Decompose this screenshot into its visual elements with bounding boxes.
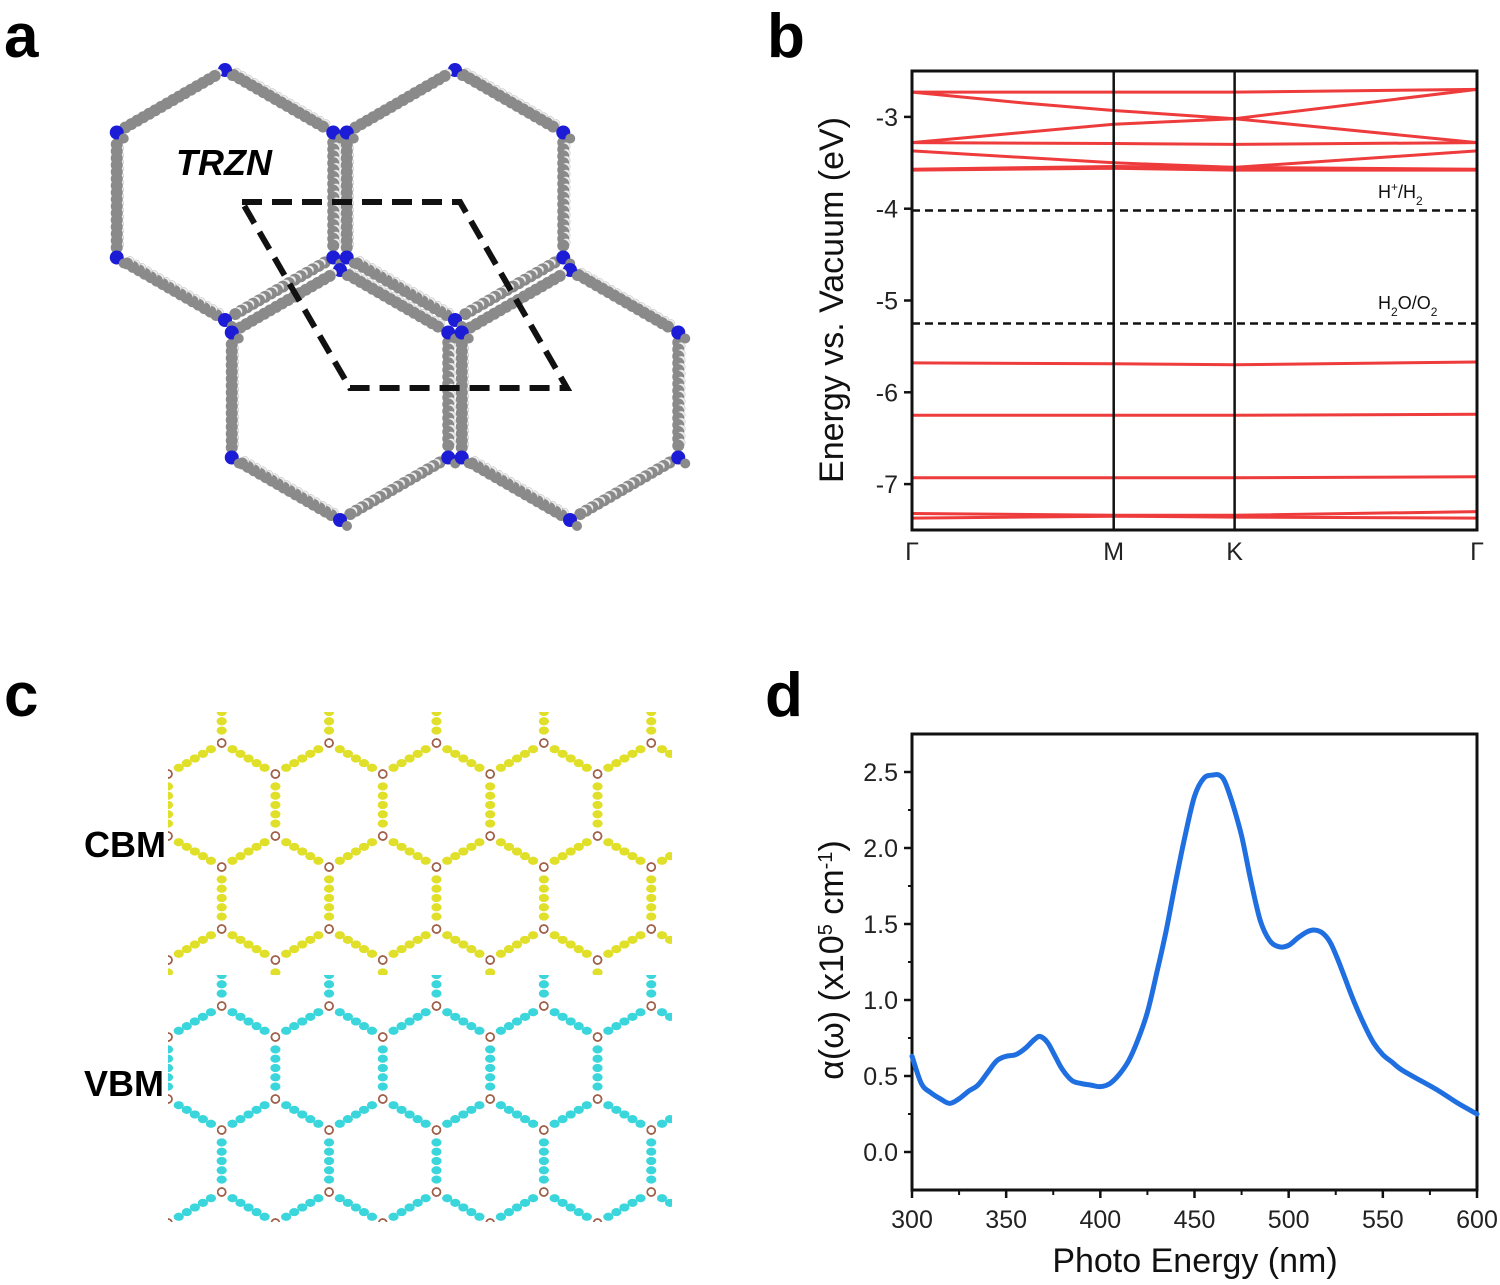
y-tick-label-0: 0.0 bbox=[863, 1139, 898, 1167]
band-band-8 bbox=[911, 360, 1478, 367]
kpoint-label-3: Γ bbox=[1470, 538, 1484, 566]
trzn-framework-illustration bbox=[109, 63, 691, 531]
y-tick-label-1: 0.5 bbox=[863, 1063, 898, 1091]
band-band-3 bbox=[911, 87, 1478, 145]
hexagon-ring-2 bbox=[224, 263, 461, 531]
band-band-4 bbox=[911, 141, 1478, 146]
cbm-isosurface bbox=[168, 712, 672, 975]
panel-label-a: a bbox=[4, 2, 39, 71]
x-tick-label-6: 600 bbox=[1456, 1206, 1498, 1234]
x-tick-label-0: 300 bbox=[891, 1206, 933, 1234]
x-tick-label-3: 450 bbox=[1174, 1206, 1216, 1234]
y-ticks: 0.0 0.5 1.0 1.5 2.0 2.5 bbox=[863, 759, 912, 1167]
panel-label-b: b bbox=[767, 2, 805, 71]
hexagon-ring-0 bbox=[109, 63, 346, 331]
band-band-9 bbox=[912, 412, 1478, 417]
y-tick-label-4: 2.0 bbox=[863, 835, 898, 863]
x-tick-label-1: 350 bbox=[985, 1206, 1027, 1234]
hexagon-ring-1 bbox=[339, 63, 576, 331]
x-tick-label-5: 550 bbox=[1362, 1206, 1404, 1234]
band-lines bbox=[911, 87, 1478, 520]
orbital-isosurface-illustration bbox=[168, 712, 672, 1222]
y-axis-title: α(ω) (x105 cm-1) bbox=[813, 840, 851, 1079]
reference-lines bbox=[912, 209, 1477, 325]
panel-label-c: c bbox=[4, 661, 39, 730]
vbm-isosurface bbox=[168, 975, 672, 1222]
panel-label-d: d bbox=[765, 661, 803, 730]
vbm-label: VBM bbox=[84, 1063, 164, 1104]
x-tick-label-2: 400 bbox=[1079, 1206, 1121, 1234]
kpoint-label-1: M bbox=[1103, 538, 1124, 566]
y-tick-label-3: -6 bbox=[876, 379, 898, 407]
band-band-7 bbox=[911, 166, 1477, 172]
x-axis-title: Photo Energy (nm) bbox=[1052, 1242, 1337, 1280]
band-band-5 bbox=[911, 149, 1478, 169]
y-ticks: -3 -4 -5 -6 -7 bbox=[876, 104, 912, 499]
y-tick-label-4: -7 bbox=[876, 471, 898, 499]
kpoint-label-2: K bbox=[1226, 538, 1243, 566]
y-tick-label-5: 2.5 bbox=[863, 759, 898, 787]
y-tick-label-2: 1.0 bbox=[863, 987, 898, 1015]
cbm-label: CBM bbox=[84, 824, 166, 865]
unit-cell-outline bbox=[236, 199, 573, 391]
y-tick-label-0: -3 bbox=[876, 104, 898, 132]
y-axis-title: Energy vs. Vacuum (eV) bbox=[813, 117, 851, 483]
band-band-10 bbox=[912, 475, 1478, 480]
trzn-label: TRZN bbox=[176, 142, 272, 183]
x-tick-label-4: 500 bbox=[1268, 1206, 1310, 1234]
x-ticks: 300 350 400 450 500 550 600 bbox=[891, 1190, 1498, 1234]
kpoint-label-0: Γ bbox=[905, 538, 919, 566]
kpoint-lines bbox=[1112, 71, 1236, 530]
band-band-12 bbox=[911, 514, 1478, 520]
y-tick-label-2: -5 bbox=[876, 288, 898, 316]
band-band-1 bbox=[912, 87, 1478, 94]
absorption-curve bbox=[909, 771, 1480, 1117]
y-tick-label-3: 1.5 bbox=[863, 911, 898, 939]
y-tick-label-1: -4 bbox=[876, 196, 898, 224]
hexagon-ring-3 bbox=[454, 263, 691, 531]
